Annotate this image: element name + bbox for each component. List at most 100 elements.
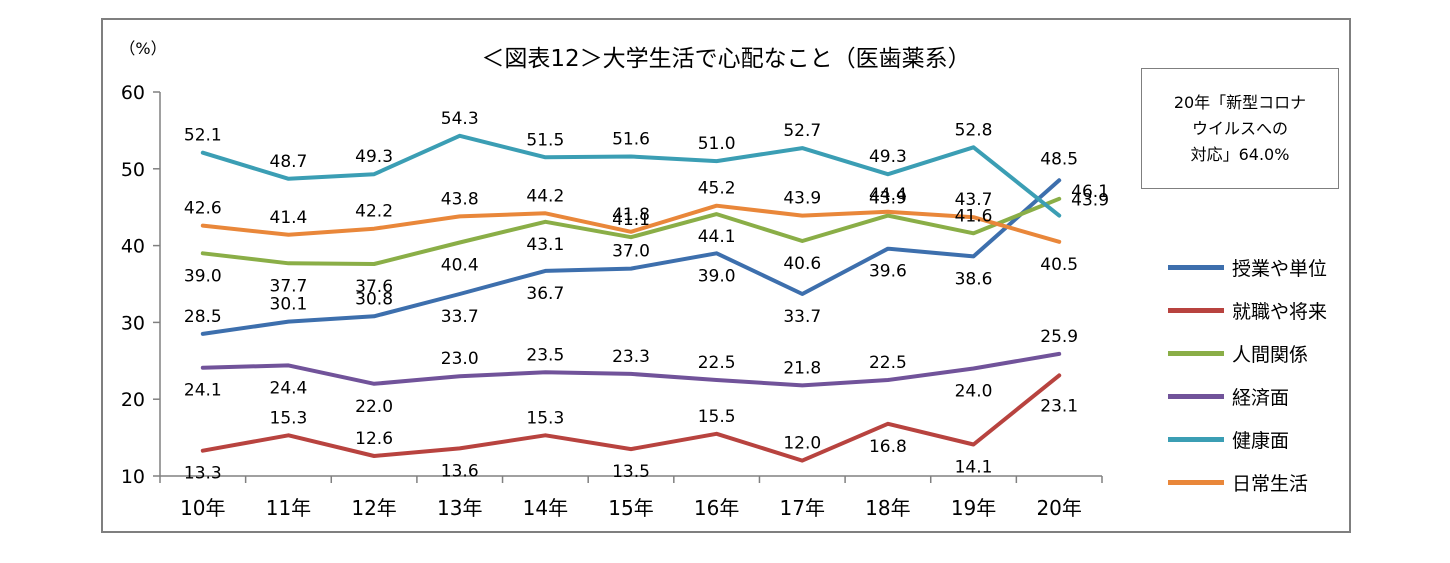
data-label: 13.3: [184, 464, 222, 484]
legend: 授業や単位 就職や将来 人間関係 経済面 健康面 日常生活: [1168, 246, 1327, 504]
y-tick-label: 60: [121, 82, 145, 104]
data-label: 39.6: [869, 262, 907, 282]
data-label: 43.9: [1071, 191, 1109, 211]
data-label: 37.7: [270, 276, 308, 296]
legend-label: 健康面: [1232, 430, 1290, 452]
data-label: 45.2: [698, 179, 736, 199]
x-tick-label: 15年: [608, 496, 653, 520]
data-label: 15.5: [698, 407, 736, 427]
data-label: 41.1: [612, 210, 650, 230]
data-label: 23.3: [612, 347, 650, 367]
x-tick-label: 10年: [180, 496, 225, 520]
data-label: 22.0: [355, 397, 393, 417]
data-label: 24.1: [184, 381, 222, 401]
data-label: 25.9: [1040, 327, 1078, 347]
legend-swatch: [1168, 394, 1224, 399]
data-label: 40.4: [441, 256, 479, 276]
x-tick-label: 12年: [351, 496, 396, 520]
data-label: 48.7: [270, 152, 308, 172]
legend-label: 人間関係: [1232, 344, 1309, 366]
x-tick-label: 19年: [951, 496, 996, 520]
data-label: 30.8: [355, 289, 393, 309]
data-label: 22.5: [869, 353, 907, 373]
data-label: 15.3: [526, 408, 564, 428]
legend-label: 日常生活: [1232, 473, 1309, 495]
data-label: 37.0: [612, 242, 650, 262]
data-label: 44.4: [869, 185, 907, 205]
data-label: 44.1: [698, 227, 736, 247]
data-label: 39.0: [184, 266, 222, 286]
y-axis-unit: （%）: [119, 39, 166, 58]
data-label: 52.8: [955, 120, 993, 140]
legend-item: 健康面: [1168, 418, 1327, 461]
data-label: 39.0: [698, 266, 736, 286]
data-label: 43.8: [441, 189, 479, 209]
data-label: 33.7: [783, 307, 821, 327]
data-label: 51.0: [698, 134, 736, 154]
legend-swatch: [1168, 308, 1224, 313]
data-label: 24.0: [955, 382, 993, 402]
data-label: 49.3: [355, 147, 393, 167]
data-label: 36.7: [526, 284, 564, 304]
x-tick-label: 16年: [694, 496, 739, 520]
x-tick-label: 20年: [1036, 496, 1081, 520]
data-label: 40.5: [1040, 255, 1078, 275]
data-label: 38.6: [955, 269, 993, 289]
series-lines: [200, 133, 1062, 463]
data-label: 23.0: [441, 349, 479, 369]
data-label: 22.5: [698, 353, 736, 373]
legend-label: 授業や単位: [1232, 258, 1328, 280]
data-label: 49.3: [869, 147, 907, 167]
y-tick-label: 50: [121, 159, 145, 181]
x-tick-label: 14年: [523, 496, 568, 520]
series-line: [200, 373, 1062, 463]
data-label: 28.5: [184, 307, 222, 327]
legend-item: 授業や単位: [1168, 246, 1327, 289]
legend-swatch: [1168, 437, 1224, 442]
data-label: 42.2: [355, 202, 393, 222]
data-label: 24.4: [270, 378, 308, 398]
legend-item: 日常生活: [1168, 461, 1327, 504]
data-label: 42.6: [184, 199, 222, 219]
data-label: 51.6: [612, 130, 650, 150]
data-label: 41.4: [270, 208, 308, 228]
y-tick-label: 40: [121, 236, 145, 258]
data-label: 30.1: [270, 295, 308, 315]
chart-title: ＜図表12＞大学生活で心配なこと（医歯薬系）: [481, 46, 970, 72]
x-tick-label: 18年: [865, 496, 910, 520]
data-label: 13.6: [441, 461, 479, 481]
data-label: 40.6: [783, 254, 821, 274]
legend-swatch: [1168, 480, 1224, 485]
annotation-line-2: ウイルスへの: [1191, 118, 1288, 138]
data-label: 33.7: [441, 307, 479, 327]
annotation-line-3: 対応」64.0%: [1190, 144, 1290, 164]
legend-swatch: [1168, 265, 1224, 270]
data-label: 13.5: [612, 462, 650, 482]
legend-swatch: [1168, 351, 1224, 356]
legend-item: 経済面: [1168, 375, 1327, 418]
y-tick-label: 30: [121, 312, 145, 334]
data-label: 41.8: [612, 205, 650, 225]
data-label: 44.2: [526, 186, 564, 206]
data-label: 16.8: [869, 437, 907, 457]
data-label: 12.0: [783, 434, 821, 454]
x-tick-label: 17年: [780, 496, 825, 520]
data-label: 43.1: [526, 235, 564, 255]
data-label: 21.8: [783, 358, 821, 378]
data-label: 51.5: [526, 130, 564, 150]
annotation-line-1: 20年「新型コロナ: [1173, 92, 1307, 112]
data-label: 12.6: [355, 429, 393, 449]
data-label: 14.1: [955, 458, 993, 478]
legend-label: 経済面: [1232, 387, 1290, 409]
x-tick-label: 11年: [266, 496, 311, 520]
legend-item: 就職や将来: [1168, 289, 1327, 332]
data-label: 46.1: [1071, 182, 1109, 202]
legend-item: 人間関係: [1168, 332, 1327, 375]
data-label: 37.6: [355, 277, 393, 297]
data-label: 23.1: [1040, 396, 1078, 416]
data-label: 54.3: [441, 109, 479, 129]
data-label: 15.3: [270, 408, 308, 428]
legend-label: 就職や将来: [1232, 301, 1328, 323]
annotation-box: 20年「新型コロナ ウイルスへの 対応」64.0%: [1141, 68, 1339, 189]
